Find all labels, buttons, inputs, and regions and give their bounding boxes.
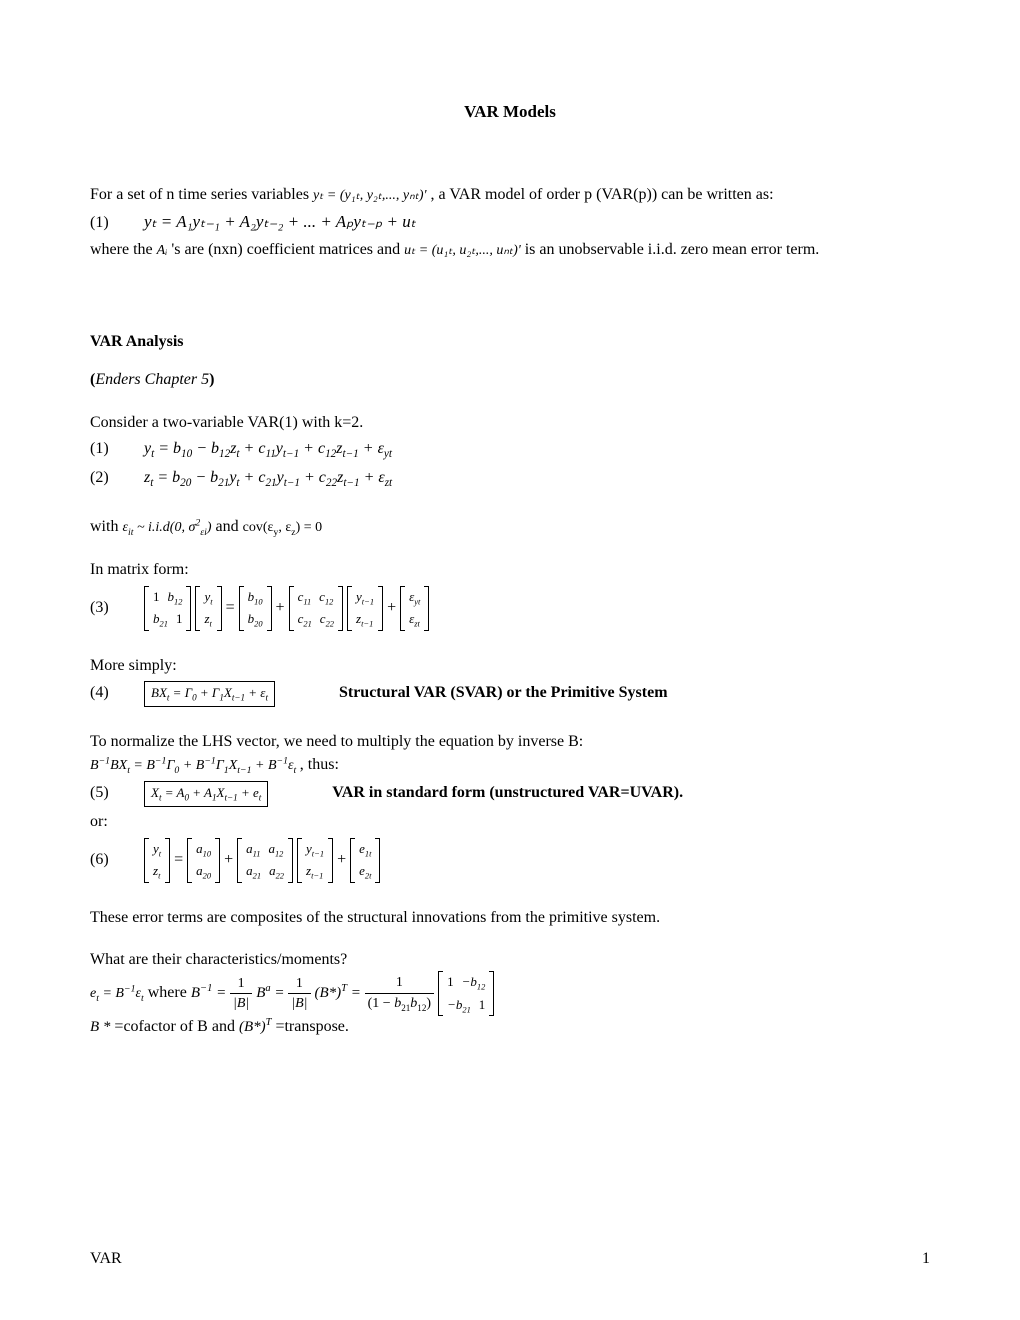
matrix-yz: yt zt <box>144 838 170 883</box>
section-subtitle: (Enders Chapter 5) <box>90 369 930 391</box>
and-text: and <box>216 518 243 535</box>
eq-number: (6) <box>90 849 140 871</box>
thus-text: , thus: <box>300 756 339 773</box>
et-eq: et = B−1εt <box>90 986 144 1001</box>
footer-right: 1 <box>922 1248 930 1270</box>
frac-1: 1|B| <box>230 974 252 1014</box>
matrix-binv: 1−b12 −b211 <box>438 971 494 1016</box>
enders-chapter: Enders Chapter 5 <box>95 371 209 388</box>
intro-paragraph: For a set of n time series variables yₜ … <box>90 184 930 206</box>
matrix-Xlag2: yt−1 zt−1 <box>297 838 333 883</box>
ba: Ba = <box>256 985 288 1001</box>
bstar-text-2: =transpose. <box>275 1018 348 1035</box>
binv-pre: B−1 = <box>191 985 230 1001</box>
eps-iid: εit ~ i.i.d(0, σ2εi) <box>122 520 211 535</box>
bstar-text-1: =cofactor of B and <box>114 1018 239 1035</box>
where-text-1: where the <box>90 241 157 258</box>
cov-text: cov(εy, εz) = 0 <box>243 520 322 535</box>
intro-text-2: , a VAR model of order p (VAR(p)) can be… <box>431 186 774 203</box>
bstar-symbol: B * <box>90 1019 110 1035</box>
more-simply-text: More simply: <box>90 655 930 677</box>
eq-body: yt = b10 − b12zt + c11yt−1 + c12zt−1 + ε… <box>144 440 392 457</box>
matrix-form-text: In matrix form: <box>90 559 930 581</box>
page-title: VAR Models <box>90 100 930 124</box>
eq-number: (4) <box>90 682 140 704</box>
matrix-eps: εyt εzt <box>400 586 429 631</box>
consider-text: Consider a two-variable VAR(1) with k=2. <box>90 412 930 434</box>
svar-label: Structural VAR (SVAR) or the Primitive S… <box>339 682 668 704</box>
bstar-t-symbol: (B*)T <box>239 1019 272 1035</box>
yt-vector: yₜ = (y₁ₜ, y₂ₜ,..., yₙₜ)' <box>313 188 426 203</box>
normalize-text: To normalize the LHS vector, we need to … <box>90 731 930 753</box>
matrix-B: 1b12 b211 <box>144 586 191 631</box>
with-text: with <box>90 518 122 535</box>
equation-4: (4) BXt = Γ0 + Γ1Xt−1 + εt Structural VA… <box>90 681 930 707</box>
equation-5: (5) Xt = A0 + A1Xt−1 + et VAR in standar… <box>90 781 930 807</box>
eq-number: (5) <box>90 782 140 804</box>
eq-number: (1) <box>90 438 140 460</box>
eq-body: yₜ = A₁yₜ₋₁ + A₂yₜ₋₂ + ... + Aₚyₜ₋ₚ + uₜ <box>144 212 416 231</box>
matrix-A1: a11a12 a21a22 <box>237 838 293 883</box>
et-binv-line: et = B−1εt where B−1 = 1|B| Ba = 1|B| (B… <box>90 971 930 1016</box>
equation-6: (6) yt zt = a10 a20 + a11a12 a21a22 yt−1… <box>90 838 930 883</box>
uvar-label: VAR in standard form (unstructured VAR=U… <box>332 782 683 804</box>
equation-1: (1) yₜ = A₁yₜ₋₁ + A₂yₜ₋₂ + ... + Aₚyₜ₋ₚ … <box>90 210 930 234</box>
frac-3: 1(1 − b21b12) <box>365 973 434 1014</box>
matrix-C: c11c12 c21c22 <box>289 586 343 631</box>
ut-vector: uₜ = (u₁ₜ, u₂ₜ,..., uₙₜ)' <box>404 243 521 258</box>
intro-text-1: For a set of n time series variables <box>90 186 313 203</box>
with-line: with εit ~ i.i.d(0, σ2εi) and cov(εy, εz… <box>90 516 930 540</box>
equation-2: (2) zt = b20 − b21yt + c21yt−1 + c22zt−1… <box>90 467 930 492</box>
where-text: where <box>148 984 191 1001</box>
matrix-b0: b10 b20 <box>239 586 272 631</box>
ai-symbol: Aᵢ <box>157 243 168 258</box>
bstar-t: (B*)T = <box>315 985 365 1001</box>
section-var-analysis: VAR Analysis <box>90 331 930 353</box>
eq-body: zt = b20 − b21yt + c21yt−1 + c22zt−1 + ε… <box>144 469 392 486</box>
footer-left: VAR <box>90 1248 122 1270</box>
bstar-line: B * =cofactor of B and (B*)T =transpose. <box>90 1016 930 1038</box>
where-text-3: is an unobservable i.i.d. zero mean erro… <box>525 241 820 258</box>
composites-text: These error terms are composites of the … <box>90 907 930 929</box>
eq4-boxed: BXt = Γ0 + Γ1Xt−1 + εt <box>144 681 275 707</box>
eq-number: (2) <box>90 467 140 489</box>
equation-1b: (1) yt = b10 − b12zt + c11yt−1 + c12zt−1… <box>90 438 930 463</box>
binv-equation: B−1BXt = B−1Γ0 + B−1Γ1Xt−1 + B−1εt , thu… <box>90 754 930 778</box>
matrix-a0: a10 a20 <box>187 838 220 883</box>
eq-number: (3) <box>90 597 140 619</box>
matrix-X: yt zt <box>195 586 221 631</box>
where-text-2: 's are (nxn) coefficient matrices and <box>171 241 404 258</box>
equation-3: (3) 1b12 b211 yt zt = b10 b20 + c11c12 c… <box>90 586 930 631</box>
eq5-boxed: Xt = A0 + A1Xt−1 + et <box>144 781 268 807</box>
what-are-text: What are their characteristics/moments? <box>90 949 930 971</box>
or-text: or: <box>90 811 930 833</box>
matrix-Xlag: yt−1 zt−1 <box>347 586 383 631</box>
eq-number: (1) <box>90 212 140 234</box>
where-paragraph: where the Aᵢ 's are (nxn) coefficient ma… <box>90 239 930 261</box>
frac-2: 1|B| <box>288 974 310 1014</box>
matrix-e: e1t e2t <box>350 838 380 883</box>
